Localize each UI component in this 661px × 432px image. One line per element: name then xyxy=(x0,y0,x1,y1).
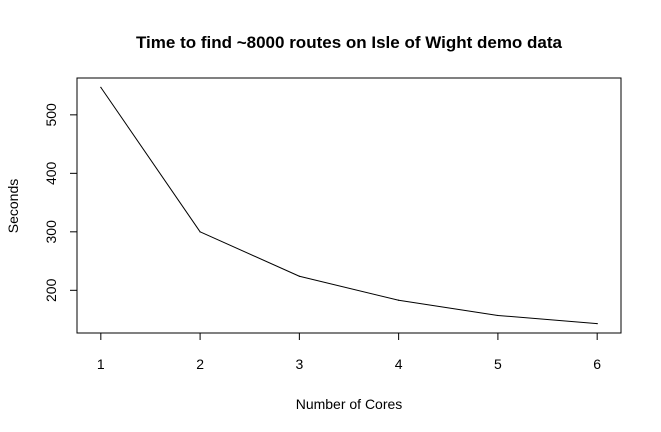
y-axis: 200 300 400 500 xyxy=(43,103,77,302)
data-point xyxy=(398,299,400,301)
data-point xyxy=(596,323,598,325)
y-tick-label: 300 xyxy=(43,220,59,244)
y-tick-label: 500 xyxy=(43,103,59,127)
y-tick-label: 200 xyxy=(43,278,59,302)
plot-frame xyxy=(76,77,622,334)
chart-title: Time to find ~8000 routes on Isle of Wig… xyxy=(136,33,563,52)
x-tick-label: 2 xyxy=(196,356,204,372)
series-layer xyxy=(100,86,598,325)
x-tick-label: 1 xyxy=(97,356,105,372)
y-axis-label: Seconds xyxy=(5,179,21,233)
y-tick-label: 400 xyxy=(43,161,59,185)
data-point xyxy=(199,231,201,233)
data-point xyxy=(298,275,300,277)
x-axis: 1 2 3 4 5 6 xyxy=(97,333,601,372)
x-tick-label: 4 xyxy=(395,356,403,372)
x-axis-label: Number of Cores xyxy=(296,396,403,412)
data-point xyxy=(497,314,499,317)
x-tick-label: 6 xyxy=(593,356,601,372)
x-tick-label: 3 xyxy=(295,356,303,372)
x-tick-label: 5 xyxy=(494,356,502,372)
data-point xyxy=(100,86,102,88)
series-line xyxy=(100,87,598,325)
